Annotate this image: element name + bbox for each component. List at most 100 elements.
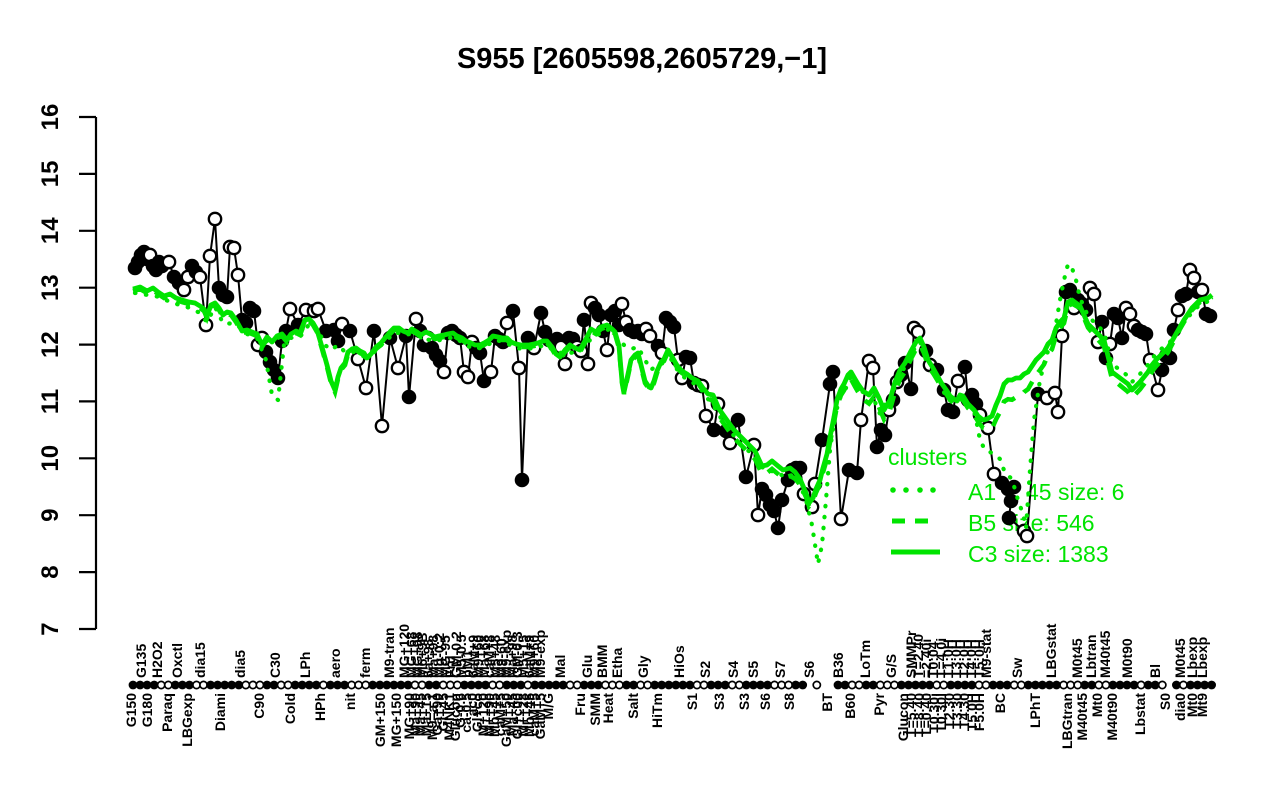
svg-text:LoTm: LoTm [857,640,873,678]
svg-text:S955 [2605598,2605729,−1]: S955 [2605598,2605729,−1] [457,43,827,75]
svg-text:M9+60: M9+60 [526,635,542,678]
svg-text:Cold: Cold [282,693,298,724]
svg-text:MG+68: MG+68 [403,631,419,678]
svg-text:GM-0.2: GM-0.2 [448,631,464,678]
svg-text:S6: S6 [801,661,817,678]
svg-text:T4:0H: T4:0H [963,639,979,678]
svg-text:SMMPr: SMMPr [903,630,919,678]
svg-text:nit: nit [342,693,358,710]
svg-text:G-0.6: G-0.6 [452,693,468,728]
svg-text:GaM+50: GaM+50 [498,693,514,747]
svg-text:M40t90: M40t90 [1104,693,1120,741]
svg-text:S0: S0 [1157,693,1173,710]
svg-text:Gl+45: Gl+45 [435,693,451,732]
svg-text:45 size: 6: 45 size: 6 [1026,479,1124,505]
svg-text:Ma+90: Ma+90 [407,693,423,736]
svg-text:M++28: M++28 [515,693,531,737]
svg-text:Ma+98: Ma+98 [425,635,441,678]
svg-text:T0.30i: T0.30i [933,693,949,733]
svg-text:Lbexp: Lbexp [1194,637,1210,678]
svg-text:15: 15 [37,161,64,188]
svg-text:Fru: Fru [572,693,588,716]
svg-text:=2.40i: =2.40i [918,639,934,678]
svg-text:T=0.40: T=0.40 [918,693,934,737]
svg-text:Ga+90: Ga+90 [429,693,445,736]
svg-text:dia5: dia5 [232,650,248,678]
svg-text:G/S: G/S [883,654,899,678]
svg-text:T=4.0i: T=4.0i [933,638,949,678]
svg-text:S6: S6 [757,693,773,710]
svg-text:Fru: Fru [442,655,458,678]
svg-text:Etha: Etha [609,647,625,678]
svg-text:T4.30: T4.30 [956,693,972,729]
svg-text:B36: B36 [830,652,846,678]
svg-text:Lbstat: Lbstat [1132,693,1148,735]
svg-text:Ma+98: Ma+98 [504,635,520,678]
svg-text:Glu: Glu [579,655,595,678]
svg-text:Mb+45: Mb+45 [521,693,537,737]
svg-text:9: 9 [37,509,64,522]
svg-text:6aM+9: 6aM+9 [465,635,481,678]
svg-text:C3 size: 1383: C3 size: 1383 [968,541,1109,567]
svg-text:Lbexp: Lbexp [1184,637,1200,678]
svg-text:F5.0H: F5.0H [971,693,987,731]
svg-text:Glucon: Glucon [895,693,911,741]
svg-text:M5-0.5: M5-0.5 [453,634,469,678]
svg-text:M0t90: M0t90 [1119,638,1135,678]
svg-text:Gl+c00: Gl+c00 [509,693,525,740]
svg-text:M9+60: M9+60 [470,635,486,678]
svg-text:Salt: Salt [625,693,641,719]
svg-text:M40t45: M40t45 [1097,630,1113,678]
svg-text:Glucon: Glucon [447,693,463,741]
svg-text:G135: G135 [133,644,149,678]
svg-text:T2:0H: T2:0H [956,639,972,678]
svg-text:M5+15: M5+15 [515,635,531,678]
svg-text:T0.30i: T0.30i [926,693,942,733]
svg-text:LPh: LPh [297,652,313,678]
svg-text:MG+98: MG+98 [409,631,425,678]
svg-text:Bl: Bl [1147,664,1163,678]
svg-text:M/G: M/G [540,693,556,720]
svg-text:HiTm: HiTm [649,693,665,728]
svg-text:S8: S8 [781,693,797,710]
svg-text:MG+120: MG+120 [396,624,412,678]
svg-text:Gly: Gly [635,655,651,678]
svg-text:M9-exp: M9-exp [532,630,548,678]
svg-text:T5:0H: T5:0H [971,639,987,678]
svg-text:MG+90: MG+90 [401,693,417,740]
svg-text:M9=a.1: M9=a.1 [424,693,440,740]
svg-text:T2.30: T2.30 [941,693,957,729]
svg-text:7: 7 [37,622,64,635]
svg-text:T=2.40: T=2.40 [910,634,926,678]
svg-text:Mt9: Mt9 [1194,693,1210,717]
svg-text:BMM: BMM [594,645,610,678]
svg-text:A1: A1 [968,479,996,505]
svg-text:LBGstat: LBGstat [1043,623,1059,678]
svg-text:Mg-0:2: Mg-0:2 [431,633,447,678]
svg-text:Mt0: Mt0 [1184,693,1200,717]
svg-text:T5.0H: T5.0H [964,693,980,731]
svg-text:8: 8 [37,565,64,578]
svg-text:T=8.40: T=8.40 [911,693,927,737]
svg-text:Mb+45: Mb+45 [486,693,502,737]
svg-text:T1:0H: T1:0H [940,639,956,678]
svg-text:M9-exp: M9-exp [498,630,514,678]
svg-text:C30: C30 [267,652,283,678]
svg-text:Paraq: Paraq [159,693,175,732]
svg-text:dia0: dia0 [1172,693,1188,721]
svg-text:Ma+45: Ma+45 [504,693,520,736]
svg-text:M6+9B: M6+9B [414,632,430,678]
svg-text:M5+48: M5+48 [487,635,503,678]
svg-text:Diami: Diami [212,693,228,731]
svg-text:C90: C90 [251,693,267,719]
svg-text:Mt0: Mt0 [1089,693,1105,717]
svg-text:M+120: M+120 [475,693,491,736]
svg-text:MG+150: MG+150 [388,693,404,747]
svg-text:M9-60: M9-60 [493,638,509,678]
svg-text:clusters: clusters [888,444,967,470]
svg-text:B60: B60 [842,693,858,719]
svg-text:GM-0.3: GM-0.3 [509,631,525,678]
svg-text:S3: S3 [736,693,752,710]
svg-text:HiOs: HiOs [671,645,687,678]
svg-text:HPh: HPh [312,693,328,721]
